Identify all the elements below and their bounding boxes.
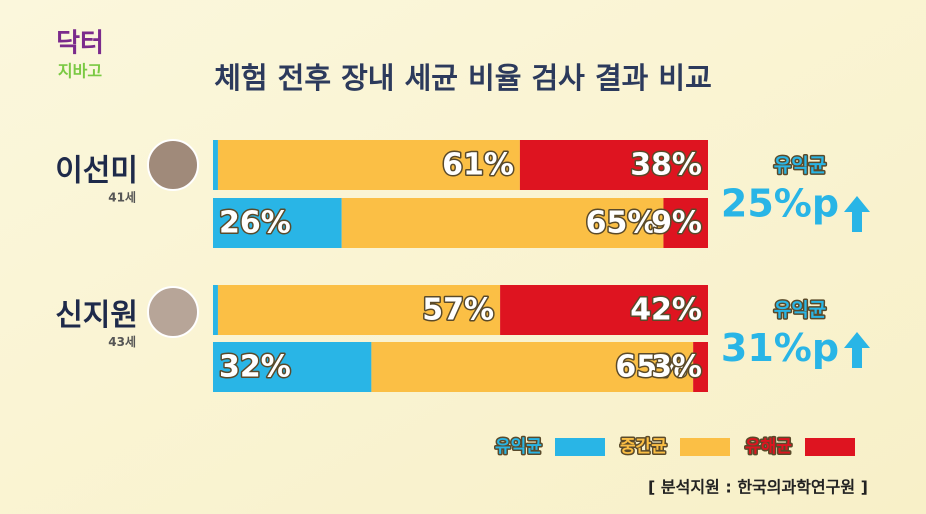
value-label: 61% [442,148,514,183]
legend-label: 유해균 [745,437,792,457]
change-value: 31%p [721,326,839,370]
value-label: 3% [651,350,702,385]
person-age: 43세 [108,334,136,349]
legend-swatch [805,438,855,456]
bar-segment [519,140,708,190]
chart-title: 체험 전후 장내 세균 비율 검사 결과 비교 [214,61,712,95]
bar-segment [341,198,664,248]
legend-swatch [680,438,730,456]
person-name: 신지원 [55,298,138,333]
value-label: 32% [219,350,291,385]
change-label: 유익균 [774,299,826,321]
bar-segment [500,285,708,335]
value-label: 57% [422,293,494,328]
value-label: 9% [651,206,702,241]
value-label: 42% [630,293,702,328]
avatar [147,139,199,191]
value-label: 38% [630,148,702,183]
person-age: 41세 [108,190,136,205]
logo-line1: 닥터 [56,29,104,59]
legend-swatch [555,438,605,456]
bar-segment [217,285,501,335]
person-name: 이선미 [55,154,138,189]
footer: [ 분석지원 : 한국의과학연구원 ] [648,478,868,497]
legend-label: 중간균 [620,437,667,457]
bar-segment [213,198,342,248]
value-label: 26% [219,206,291,241]
bar-segment [217,140,520,190]
bar-segment [693,342,708,392]
avatar [147,286,199,338]
bar-segment [213,342,372,392]
bar-segment [213,285,218,335]
legend-label: 유익균 [495,437,542,457]
change-value: 25%p [721,182,839,226]
up-arrow [844,332,870,368]
value-label: 65% [615,350,687,385]
value-label: 65% [586,206,658,241]
bar-segment [371,342,694,392]
bar-segment [663,198,708,248]
bar-segment [213,140,218,190]
logo-line2: 지바고 [58,62,102,81]
up-arrow [844,196,870,232]
change-label: 유익균 [774,155,826,177]
